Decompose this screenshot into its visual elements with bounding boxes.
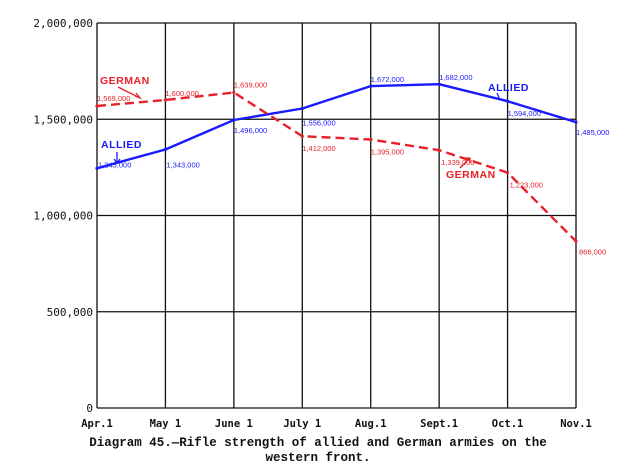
caption-line-2: western front.	[265, 451, 371, 465]
x-tick-label: Aug.1	[355, 418, 387, 430]
data-label-allied: 1,245,000	[98, 160, 131, 169]
data-point-allied	[505, 99, 510, 103]
data-label-german: 1,600,000	[165, 89, 198, 98]
x-tick-label: Oct.1	[492, 418, 524, 430]
series-label-allied: ALLIED	[488, 82, 529, 94]
data-label-german: 1,223,000	[510, 181, 543, 190]
data-label-allied: 1,682,000	[439, 73, 472, 82]
data-point-german	[163, 98, 168, 102]
x-tick-label: Sept.1	[420, 418, 458, 430]
data-label-german: 1,569,000	[97, 94, 130, 103]
allied-right-arrow-icon	[496, 92, 501, 101]
data-point-german	[369, 137, 373, 142]
y-tick-label: 500,000	[47, 306, 93, 319]
data-point-allied	[95, 166, 99, 170]
data-point-allied	[574, 120, 578, 124]
y-tick-label: 0	[86, 402, 93, 415]
data-label-german: 1,412,000	[302, 144, 335, 153]
data-label-allied: 1,594,000	[508, 109, 541, 118]
x-tick-label: July 1	[283, 418, 321, 430]
data-point-allied	[163, 147, 168, 152]
series-label-allied: ALLIED	[101, 139, 142, 151]
series-label-german: GERMAN	[446, 169, 496, 181]
german-arrowhead-icon	[134, 92, 143, 100]
data-label-allied: 1,485,000	[576, 128, 609, 137]
x-tick-label: May 1	[150, 418, 182, 430]
y-tick-label: 1,500,000	[33, 113, 93, 126]
data-label-allied: 1,496,000	[234, 126, 267, 135]
data-label-german: 1,395,000	[371, 147, 404, 156]
chart-caption: Diagram 45.—Rifle strength of allied and…	[0, 436, 636, 466]
data-label-german: 866,000	[579, 247, 606, 256]
series-line-german	[96, 91, 577, 243]
data-label-allied: 1,343,000	[166, 160, 199, 169]
data-label-allied: 1,556,000	[302, 118, 335, 127]
data-point-german	[232, 90, 236, 95]
german-right-arrow-icon	[459, 157, 471, 169]
series-line-allied	[96, 83, 577, 170]
german-right-arrowhead-icon	[465, 157, 471, 163]
data-label-german: 1,639,000	[234, 80, 267, 89]
data-point-allied	[369, 84, 373, 88]
caption-line-1: Diagram 45.—Rifle strength of allied and…	[89, 436, 547, 450]
x-tick-label: June 1	[215, 418, 253, 430]
data-point-german	[437, 148, 441, 152]
x-tick-label: Nov.1	[560, 418, 592, 430]
allied-arrowhead-icon	[113, 158, 121, 165]
data-point-allied	[437, 82, 441, 86]
data-point-german	[574, 239, 578, 243]
series-label-german: GERMAN	[100, 75, 150, 87]
rifle-strength-chart: 0 500,000 1,000,000 1,500,000 2,000,000 Apr.1…	[33, 17, 609, 430]
data-label-allied: 1,672,000	[371, 75, 404, 84]
data-point-german	[95, 104, 99, 108]
x-tick-label: Apr.1	[81, 418, 113, 430]
data-label-german: 1,339,000	[441, 158, 474, 167]
data-point-allied	[300, 106, 304, 111]
data-point-german	[300, 134, 304, 138]
y-tick-label: 1,000,000	[33, 210, 93, 223]
data-point-german	[505, 170, 510, 175]
data-point-allied	[232, 118, 236, 122]
y-tick-label: 2,000,000	[33, 17, 93, 30]
